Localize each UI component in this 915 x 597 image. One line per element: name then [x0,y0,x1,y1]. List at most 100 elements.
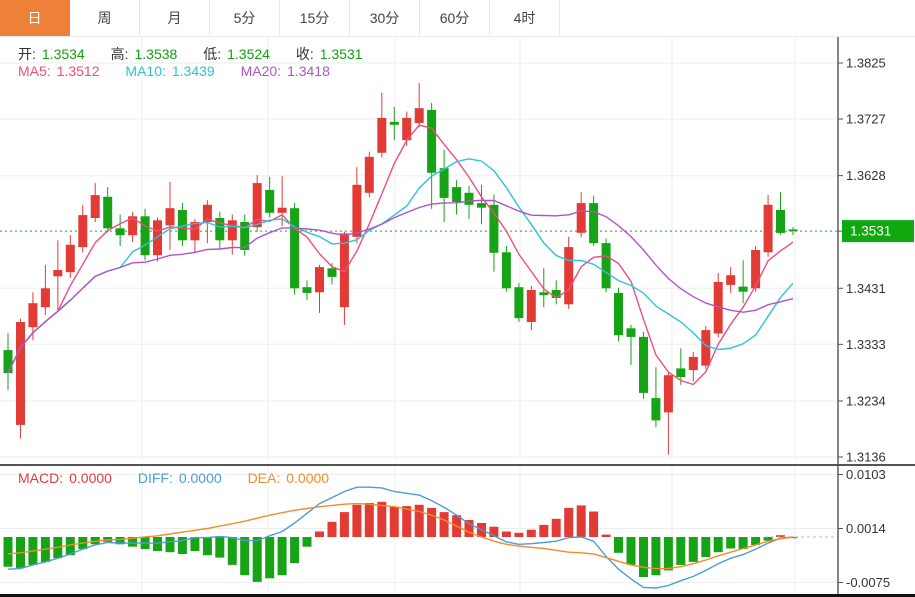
candle-body [377,117,387,153]
candle-body [439,168,449,198]
candle-body [240,222,250,250]
candle-body [738,286,748,292]
high-value: 1.3538 [134,46,178,62]
axis-label: 1.3234 [846,393,886,408]
candle-body [177,210,187,241]
candle-body [315,267,324,293]
candle-body [78,215,88,248]
macd-bar [339,512,349,537]
dea-label: DEA: [247,470,281,486]
macd-bar [414,504,424,537]
candle-body [489,204,499,253]
macd-bar [763,537,773,541]
macd-bar [514,532,524,537]
candle-body [526,290,536,322]
macd-bar [202,537,212,556]
macd-legend: MACD: 0.0000 DIFF: 0.0000 DEA: 0.0000 [18,470,335,486]
ma10-value: 1.3439 [171,63,215,79]
ma10-line [7,158,794,374]
macd-label: MACD: [18,470,64,486]
candle-body [551,290,561,298]
candle-body [352,184,362,237]
tab-timeframe-5[interactable]: 30分 [350,0,420,36]
candle-body [302,287,312,293]
price-badge [842,220,914,243]
candle-body [576,203,586,233]
ma5-value: 1.3512 [56,63,100,79]
dea-line [7,502,794,570]
candle-body [265,189,275,213]
ma20-line [7,199,794,374]
candle-body [153,220,162,256]
low-label: 低: [203,46,222,62]
candle-body [788,229,798,232]
macd-bar [240,537,250,576]
tab-timeframe-6[interactable]: 60分 [420,0,490,36]
macd-bar [290,537,300,564]
macd-bar [402,506,412,537]
candle-body [601,243,611,289]
macd-bar [165,537,175,553]
timeframe-tab-bar: 日周月 5分 15分 30分 60分 4时 [0,0,915,37]
macd-value: 0.0000 [69,470,112,486]
macd-bar [663,537,673,571]
low-value: 1.3524 [227,46,270,62]
candle-body [140,216,150,256]
axis-label: 1.3333 [846,337,886,352]
macd-bar [215,537,225,558]
tab-timeframe-7[interactable]: 4时 [490,0,560,36]
macd-bar [153,537,162,551]
high-label: 高: [110,46,129,62]
diff-line [7,486,794,589]
tab-timeframe-4[interactable]: 15分 [280,0,350,36]
open-label: 开: [18,46,36,62]
candle-body [614,292,623,336]
candle-body [464,192,474,205]
macd-bar [377,501,387,537]
ma20-value: 1.3418 [287,63,330,79]
open-value: 1.3534 [41,46,85,62]
candle-body [414,108,424,124]
macd-bar [177,537,187,554]
macd-bar [713,537,723,553]
candle-body [501,252,511,289]
candle-body [639,336,648,393]
candle-body [564,247,574,305]
candle-body [676,368,686,377]
candle-body [776,210,785,233]
candle-body [364,156,374,193]
macd-bar [364,503,374,537]
tab-timeframe-1[interactable]: 周 [70,0,140,36]
macd-bar [65,537,75,556]
candle-body [65,244,75,273]
candle-body [339,233,349,308]
candle-body [40,288,50,308]
candle-body [103,196,113,229]
candle-body [227,220,237,241]
axis-label: 1.3628 [846,168,886,183]
tab-timeframe-2[interactable]: 月 [140,0,210,36]
candle-body [115,228,125,236]
tab-timeframe-3[interactable]: 5分 [210,0,280,36]
candle-body [165,208,175,226]
axis-label: 0.0014 [846,521,886,536]
macd-bar [315,531,324,537]
candle-body [16,322,25,425]
ma5-label: MA5: [18,63,51,79]
candle-body [663,375,673,413]
candle-body [53,270,63,277]
macd-bar [526,529,536,537]
macd-bar [252,537,262,582]
candle-body [713,282,723,334]
tab-timeframe-0[interactable]: 日 [0,0,70,36]
candle-body [539,292,549,296]
macd-bar [639,537,648,577]
candle-body [202,204,212,222]
axis-label: 0.0103 [846,467,886,482]
candle-body [215,218,225,241]
candle-body [751,250,761,289]
macd-bar [539,524,549,537]
candle-body [726,275,736,285]
macd-bar [227,537,237,565]
